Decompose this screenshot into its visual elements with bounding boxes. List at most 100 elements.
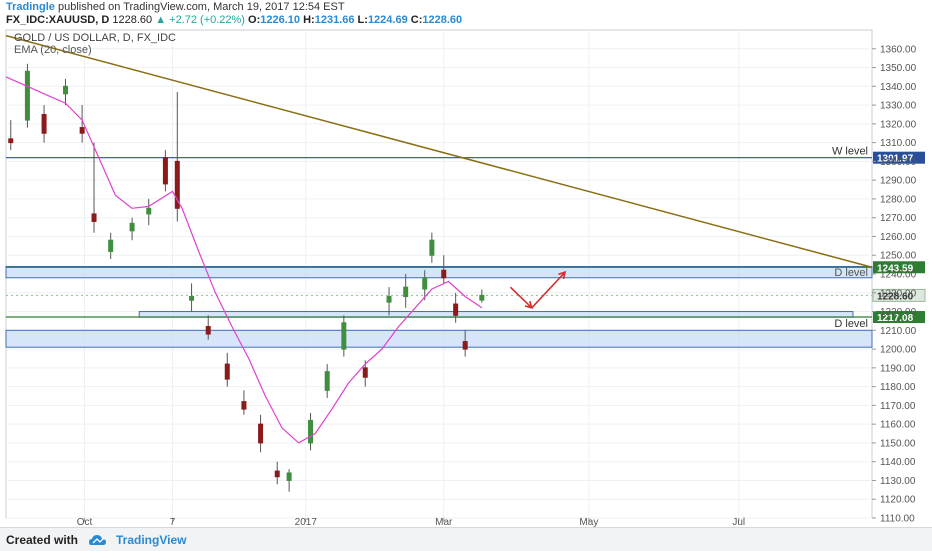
publish-info: Tradingle published on TradingView.com, … bbox=[6, 1, 345, 13]
candle[interactable] bbox=[162, 157, 168, 185]
low-value: 1224.69 bbox=[367, 14, 408, 26]
y-tick-label: 1140.00 bbox=[880, 457, 916, 468]
candle[interactable] bbox=[308, 419, 314, 444]
candle[interactable] bbox=[324, 371, 330, 391]
zones: D level bbox=[5, 265, 873, 348]
x-axis[interactable]: Oct 7 2017 Mar May Jul bbox=[77, 517, 745, 527]
close-value: 1228.60 bbox=[422, 14, 463, 26]
projection-arrow[interactable] bbox=[531, 271, 566, 309]
price-chart[interactable]: D level W level 1301.97 1243.59 D level 1217… bbox=[0, 0, 932, 527]
candle[interactable] bbox=[146, 207, 152, 215]
footer-bar: Created with TradingView bbox=[0, 527, 932, 551]
y-axis[interactable]: 1110.00 1120.00 1130.00 1140.00 1150.00 1160.… bbox=[872, 44, 917, 525]
candle[interactable] bbox=[79, 127, 85, 134]
y-tick-label: 1130.00 bbox=[880, 476, 916, 487]
candle[interactable] bbox=[41, 113, 47, 134]
candle[interactable] bbox=[429, 239, 435, 256]
candle[interactable] bbox=[189, 296, 195, 301]
y-tick-label: 1210.00 bbox=[880, 326, 917, 337]
x-tick-label: Mar bbox=[435, 517, 453, 527]
y-tick-label: 1340.00 bbox=[880, 82, 917, 93]
price-tag-label: 1243.59 bbox=[877, 263, 914, 274]
arrow-head-icon bbox=[558, 270, 567, 280]
price-tag-label: 1217.08 bbox=[877, 313, 914, 324]
trendline[interactable] bbox=[5, 34, 873, 268]
low-label: L: bbox=[357, 14, 368, 26]
author-link[interactable]: Tradingle bbox=[6, 1, 55, 13]
horizontal-lines: W level 1301.97 1243.59 D level 1217.08 1228.… bbox=[6, 146, 926, 330]
y-tick-label: 1160.00 bbox=[880, 420, 916, 431]
zone-label: D level bbox=[834, 267, 868, 279]
x-tick-label: May bbox=[579, 517, 598, 527]
open-label: O: bbox=[248, 14, 261, 26]
candle[interactable] bbox=[403, 286, 409, 298]
candle[interactable] bbox=[441, 269, 447, 279]
d-level-zone[interactable] bbox=[5, 265, 873, 279]
created-with-label: Created with bbox=[6, 533, 79, 547]
chart-title: GOLD / US DOLLAR, D, FX_IDC bbox=[14, 32, 176, 44]
candle[interactable] bbox=[286, 472, 292, 481]
candle[interactable] bbox=[241, 401, 247, 410]
last-price-tag bbox=[872, 288, 926, 302]
d-level-zone[interactable] bbox=[138, 311, 854, 318]
y-tick-label: 1230.00 bbox=[880, 288, 917, 299]
close-label: C: bbox=[410, 14, 423, 26]
candle[interactable] bbox=[108, 239, 114, 252]
y-tick-label: 1260.00 bbox=[880, 232, 917, 243]
grid bbox=[6, 30, 872, 519]
x-tick-label: 2017 bbox=[295, 517, 318, 527]
change-arrow-icon: ▲ bbox=[155, 14, 167, 26]
candle[interactable] bbox=[174, 160, 180, 209]
candle[interactable] bbox=[362, 367, 368, 378]
y-tick-label: 1300.00 bbox=[880, 157, 917, 168]
projection-arrow[interactable] bbox=[509, 286, 533, 309]
candle[interactable] bbox=[91, 213, 97, 222]
y-tick-label: 1320.00 bbox=[880, 119, 917, 130]
d-level-zone[interactable] bbox=[5, 329, 873, 348]
y-tick-label: 1200.00 bbox=[880, 345, 917, 356]
candle[interactable] bbox=[62, 85, 68, 95]
projection-arrows[interactable] bbox=[509, 270, 567, 309]
y-tick-label: 1310.00 bbox=[880, 138, 917, 149]
open-value: 1226.10 bbox=[260, 14, 301, 26]
y-tick-label: 1270.00 bbox=[880, 213, 917, 224]
price-tag bbox=[873, 261, 925, 274]
y-tick-label: 1250.00 bbox=[880, 251, 917, 262]
y-tick-label: 1190.00 bbox=[880, 363, 916, 374]
candle[interactable] bbox=[386, 296, 392, 303]
price-tag bbox=[873, 311, 925, 324]
price-tag bbox=[873, 151, 925, 164]
symbol-label: FX_IDC:XAUUSD, D bbox=[6, 14, 110, 26]
y-tick-label: 1120.00 bbox=[880, 495, 916, 506]
y-tick-label: 1280.00 bbox=[880, 194, 917, 205]
y-tick-label: 1170.00 bbox=[880, 401, 916, 412]
candle[interactable] bbox=[341, 322, 347, 350]
trendline-group[interactable] bbox=[5, 34, 873, 268]
y-tick-label: 1220.00 bbox=[880, 307, 917, 318]
x-tick-label: 7 bbox=[170, 517, 176, 527]
candle[interactable] bbox=[224, 363, 230, 380]
candle[interactable] bbox=[453, 303, 459, 316]
candle[interactable] bbox=[8, 138, 14, 144]
price-tag-label: 1301.97 bbox=[877, 154, 914, 165]
candle[interactable] bbox=[274, 470, 280, 478]
level-label: D level bbox=[834, 318, 868, 330]
high-label: H: bbox=[303, 14, 315, 26]
tradingview-brand[interactable]: TradingView bbox=[116, 533, 187, 547]
candle[interactable] bbox=[258, 423, 264, 444]
chart-header: Tradingle published on TradingView.com, … bbox=[0, 0, 932, 30]
x-tick-label: Oct bbox=[77, 517, 93, 527]
candles bbox=[8, 63, 485, 492]
published-text: published on TradingView.com, March 19, … bbox=[57, 1, 345, 13]
y-tick-label: 1180.00 bbox=[880, 382, 916, 393]
candle[interactable] bbox=[422, 277, 428, 290]
y-tick-label: 1290.00 bbox=[880, 176, 917, 187]
candle[interactable] bbox=[462, 341, 468, 350]
y-tick-label: 1240.00 bbox=[880, 270, 917, 281]
candle[interactable] bbox=[205, 326, 211, 335]
candle[interactable] bbox=[129, 222, 135, 232]
candle[interactable] bbox=[479, 294, 485, 301]
candle[interactable] bbox=[24, 70, 30, 121]
ema-line-group bbox=[5, 76, 483, 444]
high-value: 1231.66 bbox=[314, 14, 355, 26]
